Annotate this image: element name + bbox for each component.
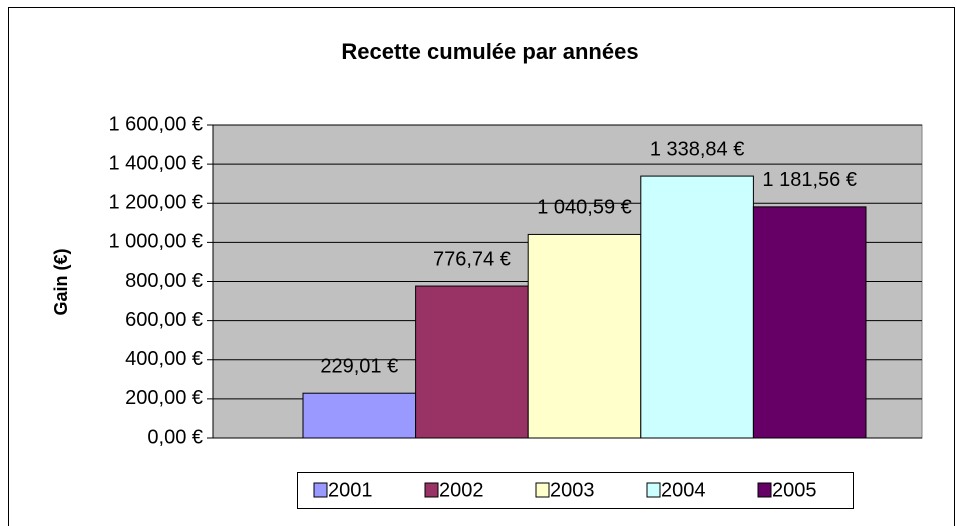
bar [415, 285, 529, 439]
legend-label: 2005 [772, 479, 817, 501]
bar [302, 392, 417, 439]
y-tick-label: 1 000,00 € [108, 231, 203, 253]
y-axis-label: Gain (€) [51, 248, 71, 315]
value-label: 1 181,56 € [762, 169, 857, 191]
y-tick-label: 0,00 € [147, 426, 203, 448]
value-label: 1 040,59 € [537, 197, 632, 219]
value-label: 776,74 € [433, 248, 511, 270]
legend-label: 2004 [661, 479, 706, 501]
legend-swatch [313, 482, 328, 498]
y-tick-label: 1 600,00 € [108, 113, 203, 135]
legend-label: 2001 [328, 479, 373, 501]
legend-swatch [646, 482, 661, 498]
chart-title: Recette cumulée par années [341, 39, 638, 64]
y-tick-label: 200,00 € [125, 387, 203, 409]
y-tick-label: 1 400,00 € [108, 152, 203, 174]
bar [752, 206, 867, 439]
legend-swatch [424, 482, 439, 498]
legend-label: 2002 [439, 479, 484, 501]
y-tick-label: 800,00 € [125, 270, 203, 292]
legend-label: 2003 [550, 479, 595, 501]
y-tick-label: 1 200,00 € [108, 192, 203, 214]
value-label: 1 338,84 € [650, 138, 745, 160]
y-tick-label: 600,00 € [125, 309, 203, 331]
legend-swatch [757, 482, 772, 498]
y-tick-label: 400,00 € [125, 348, 203, 370]
value-label: 229,01 € [320, 355, 398, 377]
bar [527, 233, 642, 439]
legend-swatch [535, 482, 550, 498]
bar [640, 175, 754, 439]
